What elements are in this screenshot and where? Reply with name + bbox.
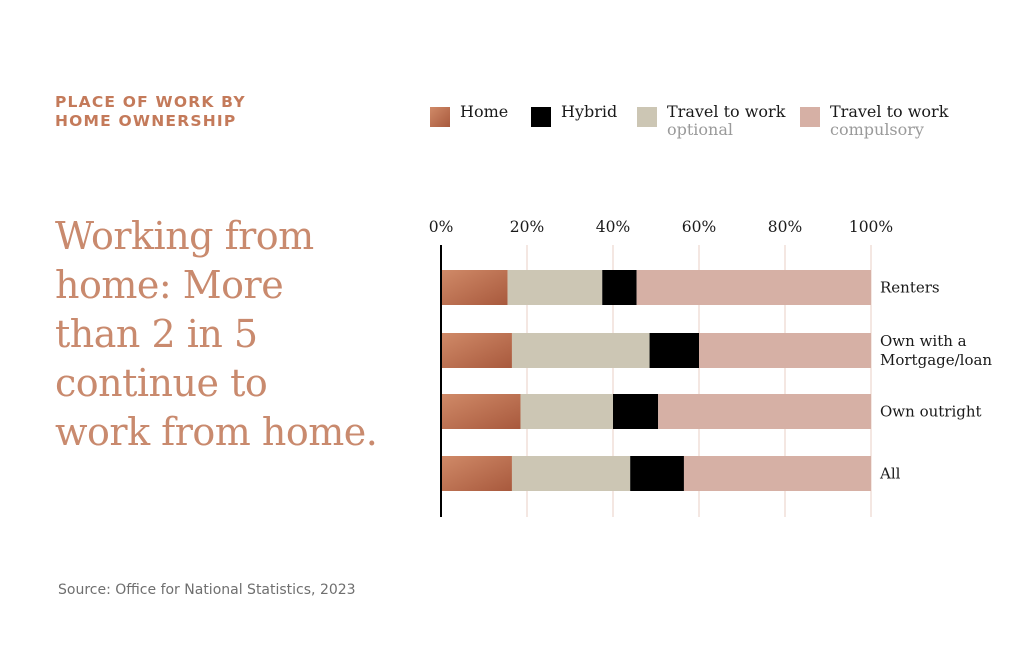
bar-segment-home-1 [441, 333, 512, 368]
bars [441, 270, 871, 491]
bar-segment-hybrid-1 [649, 333, 699, 368]
legend-label-home: Home [460, 102, 509, 121]
x-tick-labels: 0% 20% 40% 60% 80% 100% [429, 218, 893, 236]
headline-line-4: continue to [55, 361, 268, 405]
bar-segment-travel_compulsory-0 [636, 270, 871, 305]
bar-segment-hybrid-0 [602, 270, 637, 305]
bar-segment-travel_optional-1 [511, 333, 650, 368]
legend-swatch-hybrid [531, 107, 551, 127]
bar-segment-travel_compulsory-3 [683, 456, 871, 491]
x-tick-label-40: 40% [596, 218, 630, 236]
headline: Working from home: More than 2 in 5 cont… [55, 212, 405, 457]
bar-segment-travel_optional-2 [520, 394, 613, 429]
legend-sublabel-travel-compulsory: compulsory [830, 120, 924, 139]
headline-line-3: than 2 in 5 [55, 312, 258, 356]
category-label-2: Own outright [880, 403, 982, 421]
bar-segment-home-0 [441, 270, 508, 305]
legend-label-travel-compulsory: Travel to work [830, 102, 949, 121]
bar-segment-home-3 [441, 456, 512, 491]
chart-eyebrow-title: PLACE OF WORK BY HOME OWNERSHIP [55, 93, 355, 131]
category-label-3: All [879, 465, 901, 483]
bar-segment-travel_optional-3 [511, 456, 631, 491]
headline-line-1: Working from [55, 214, 314, 258]
legend-swatch-travel-compulsory [800, 107, 820, 127]
legend-swatch-travel-optional [637, 107, 657, 127]
category-label-1: Own with a Mortgage/loan [880, 332, 992, 369]
x-tick-label-0: 0% [429, 218, 454, 236]
category-label-0: Renters [880, 279, 940, 297]
headline-line-5: work from home. [55, 410, 378, 454]
bar-segment-travel_optional-0 [507, 270, 603, 305]
legend-sublabel-travel-optional: optional [667, 120, 734, 139]
x-tick-label-100: 100% [849, 218, 893, 236]
category-labels: Renters Own with a Mortgage/loan Own outrig… [879, 279, 992, 483]
eyebrow-line-2: HOME OWNERSHIP [55, 112, 237, 130]
bar-segment-hybrid-3 [630, 456, 684, 491]
headline-line-2: home: More [55, 263, 284, 307]
chart-legend: Home Hybrid Travel to work optional Trav… [0, 103, 1024, 153]
bar-segment-travel_compulsory-1 [699, 333, 871, 368]
legend-swatch-home [430, 107, 450, 127]
x-tick-label-80: 80% [768, 218, 802, 236]
eyebrow-line-1: PLACE OF WORK BY [55, 93, 246, 111]
bar-segment-travel_compulsory-2 [658, 394, 871, 429]
bar-segment-home-2 [441, 394, 521, 429]
legend-label-hybrid: Hybrid [561, 102, 618, 121]
x-tick-label-20: 20% [510, 218, 544, 236]
x-tick-label-60: 60% [682, 218, 716, 236]
legend-label-travel-optional: Travel to work [667, 102, 786, 121]
source-note: Source: Office for National Statistics, … [58, 582, 356, 598]
bar-segment-hybrid-2 [613, 394, 659, 429]
